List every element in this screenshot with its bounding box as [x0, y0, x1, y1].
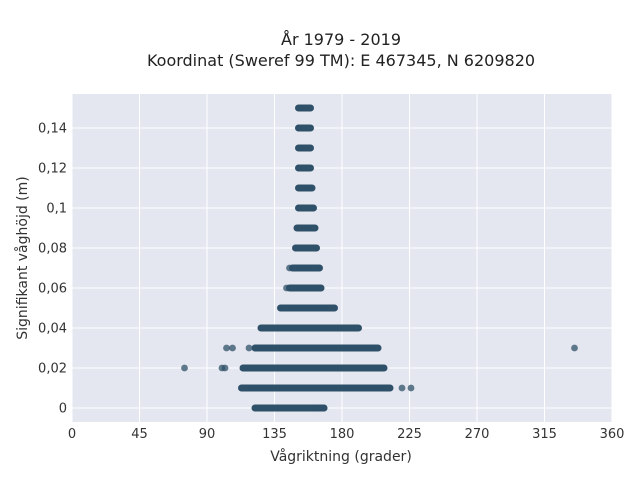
chart-title-line1: År 1979 - 2019 — [281, 30, 401, 49]
y-tick-label: 0,04 — [38, 322, 67, 337]
scatter-point — [181, 364, 188, 372]
x-tick-label: 225 — [397, 427, 422, 442]
x-tick-label: 180 — [330, 427, 355, 442]
x-tick-label: 45 — [131, 427, 148, 442]
x-tick-label: 270 — [465, 427, 490, 442]
y-tick-labels: 0 0,02 0,04 0,06 0,08 0,1 0,12 0,14 — [38, 122, 67, 417]
y-axis-label: Signifikant våghöjd (m) — [14, 176, 31, 339]
scatter-point — [283, 284, 290, 292]
data-points — [181, 104, 578, 412]
x-tick-label: 135 — [262, 427, 287, 442]
scatter-point — [407, 384, 415, 392]
x-tick-label: 0 — [68, 427, 76, 442]
y-tick-label: 0,02 — [38, 362, 67, 377]
y-tick-label: 0,1 — [46, 202, 67, 217]
x-tick-label: 360 — [600, 427, 625, 442]
scatter-point — [223, 344, 230, 352]
y-tick-label: 0 — [59, 402, 67, 417]
x-tick-labels: 0 45 90 135 180 225 270 315 360 — [68, 427, 625, 442]
scatter-point — [571, 344, 578, 352]
scatter-point — [245, 344, 253, 352]
chart-title-line2: Koordinat (Sweref 99 TM): E 467345, N 62… — [147, 51, 535, 70]
y-tick-label: 0,14 — [38, 122, 67, 137]
scatter-point — [286, 264, 293, 272]
scatter-point — [320, 404, 328, 412]
scatter-point — [221, 364, 229, 372]
x-tick-label: 90 — [199, 427, 216, 442]
scatter-point — [398, 384, 406, 392]
scatter-point — [311, 404, 319, 412]
x-tick-label: 315 — [532, 427, 557, 442]
y-tick-label: 0,08 — [38, 242, 67, 257]
scatter-point — [229, 344, 236, 352]
y-tick-label: 0,06 — [38, 282, 67, 297]
y-tick-label: 0,12 — [38, 162, 67, 177]
x-axis-label: Vågriktning (grader) — [270, 448, 412, 465]
